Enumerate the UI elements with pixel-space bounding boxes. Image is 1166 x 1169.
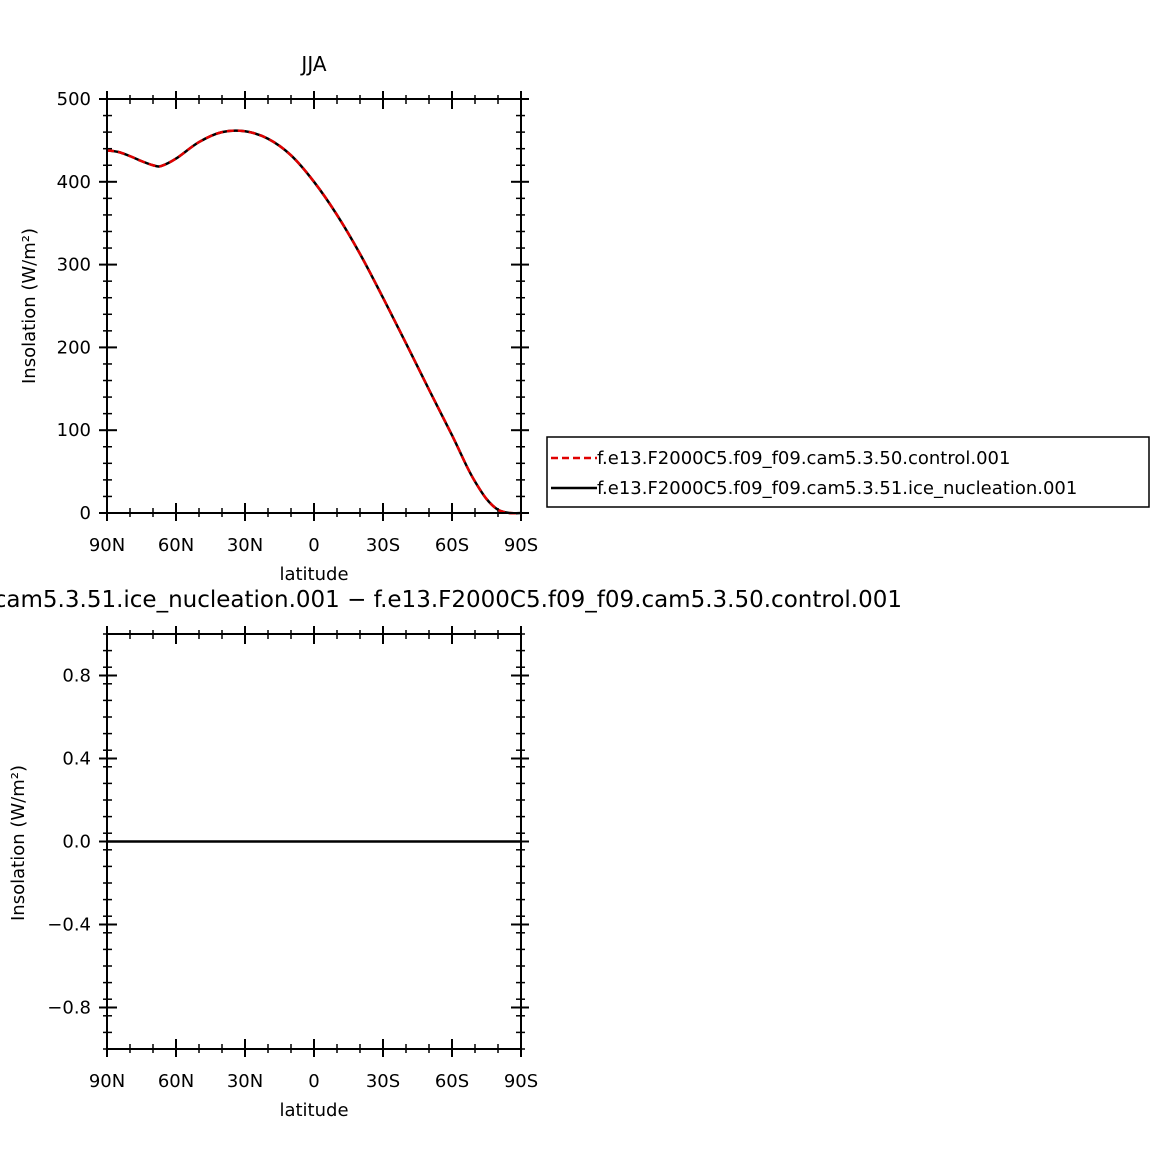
- legend-label-control: f.e13.F2000C5.f09_f09.cam5.3.50.control.…: [597, 448, 1010, 469]
- y-tick-label: −0.8: [47, 998, 91, 1019]
- top-y-axis-label: Insolation (W/m²): [19, 228, 40, 384]
- y-tick-label: 0.4: [62, 749, 91, 770]
- y-tick-label: 0: [80, 503, 91, 524]
- bottom-y-axis-label: Insolation (W/m²): [8, 765, 29, 921]
- x-tick-label: 60N: [158, 1071, 194, 1092]
- bottom-chart-title: f.e13.F2000C5.f09_f09.cam5.3.51.ice_nucl…: [0, 587, 902, 613]
- top-chart-title: JJA: [299, 52, 326, 76]
- bottom-x-axis-label: latitude: [279, 1100, 348, 1121]
- top-x-axis-label: latitude: [279, 564, 348, 585]
- series-line-1: [106, 129, 522, 515]
- top-panel: JJA 90N 60N 30N 0 30S 60S 90S0100200300400500 …: [19, 52, 538, 585]
- y-tick-label: 0.0: [62, 832, 91, 853]
- x-tick-label: 30N: [227, 535, 263, 556]
- top-series-lines: [106, 129, 522, 515]
- bottom-panel: f.e13.F2000C5.f09_f09.cam5.3.51.ice_nucl…: [0, 587, 902, 1121]
- x-tick-label: 60N: [158, 535, 194, 556]
- top-tick-labels: 90N 60N 30N 0 30S 60S 90S 0 100 200 300 400 500: [57, 89, 539, 556]
- x-tick-label: 30S: [366, 535, 400, 556]
- y-tick-label: 300: [57, 255, 91, 276]
- y-tick-label: 100: [57, 420, 91, 441]
- y-tick-label: 500: [57, 89, 91, 110]
- bottom-tick-labels: 90N 60N 30N 0 30S 60S 90S −0.8 −0.4 0.0 0.4 0.8: [47, 666, 538, 1093]
- y-tick-label: 400: [57, 172, 91, 193]
- x-tick-label: 30N: [227, 1071, 263, 1092]
- x-tick-label: 90N: [89, 1071, 125, 1092]
- x-tick-label: 0: [308, 535, 319, 556]
- top-ticks: [99, 91, 529, 521]
- x-tick-label: 60S: [435, 1071, 469, 1092]
- top-plot-frame: [106, 98, 522, 514]
- y-tick-label: −0.4: [47, 915, 91, 936]
- bottom-plot-frame: [106, 633, 522, 1050]
- x-tick-label: 0: [308, 1071, 319, 1092]
- legend-label-ice-nucleation: f.e13.F2000C5.f09_f09.cam5.3.51.ice_nucl…: [597, 478, 1077, 499]
- legend: f.e13.F2000C5.f09_f09.cam5.3.50.control.…: [546, 436, 1150, 508]
- x-tick-label: 90S: [504, 1071, 538, 1092]
- legend-box: [546, 436, 1150, 508]
- x-tick-label: 60S: [435, 535, 469, 556]
- x-tick-label: 90N: [89, 535, 125, 556]
- x-tick-label: 90S: [504, 535, 538, 556]
- y-tick-label: 200: [57, 337, 91, 358]
- series-line-0: [106, 129, 522, 515]
- y-tick-label: 0.8: [62, 666, 91, 687]
- x-tick-label: 30S: [366, 1071, 400, 1092]
